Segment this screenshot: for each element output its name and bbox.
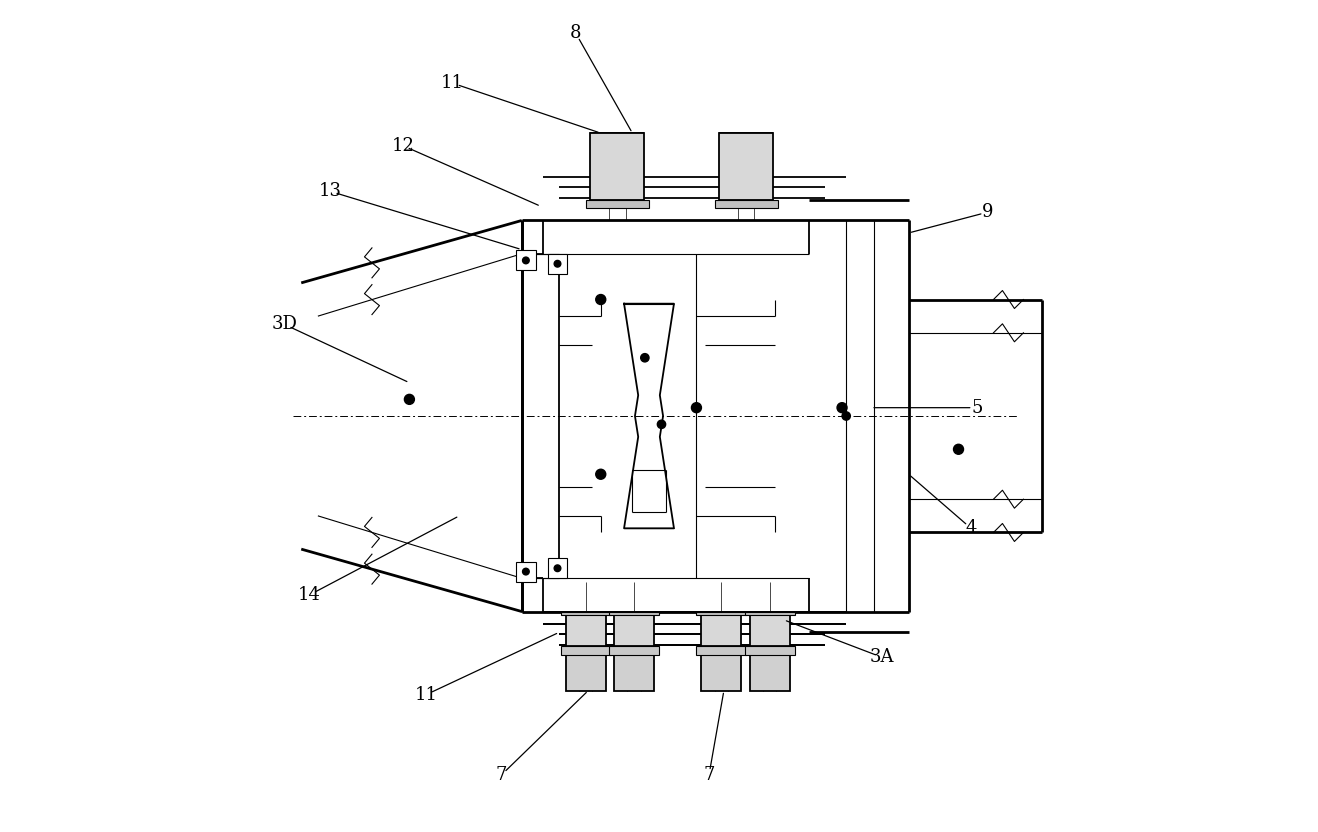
- Circle shape: [522, 257, 530, 264]
- Circle shape: [596, 295, 606, 305]
- Circle shape: [842, 412, 850, 420]
- Bar: [565, 655, 606, 691]
- Bar: [609, 612, 659, 616]
- Bar: [547, 558, 568, 578]
- Text: 7: 7: [496, 766, 506, 785]
- Text: 7: 7: [704, 766, 714, 785]
- Circle shape: [692, 403, 701, 413]
- Text: 14: 14: [298, 586, 322, 604]
- Bar: [745, 646, 795, 655]
- Bar: [561, 612, 610, 616]
- Bar: [750, 616, 789, 646]
- Text: 9: 9: [982, 203, 994, 221]
- Bar: [547, 254, 568, 274]
- Circle shape: [405, 394, 414, 404]
- Bar: [515, 250, 536, 270]
- Bar: [696, 646, 746, 655]
- Bar: [590, 133, 645, 200]
- Bar: [561, 646, 610, 655]
- Text: 8: 8: [571, 24, 581, 42]
- Text: 13: 13: [319, 182, 341, 201]
- Circle shape: [522, 568, 530, 575]
- Bar: [720, 133, 774, 200]
- Bar: [565, 616, 606, 646]
- Circle shape: [658, 420, 666, 428]
- Text: 4: 4: [965, 519, 977, 537]
- Text: 12: 12: [391, 136, 414, 155]
- Bar: [696, 612, 746, 616]
- Circle shape: [554, 260, 561, 267]
- Bar: [745, 612, 795, 616]
- Circle shape: [596, 469, 606, 479]
- Text: 3D: 3D: [272, 315, 298, 334]
- Bar: [515, 562, 536, 582]
- Bar: [614, 655, 654, 691]
- Circle shape: [953, 444, 963, 454]
- Bar: [716, 200, 778, 208]
- Text: 5: 5: [971, 399, 982, 417]
- Circle shape: [641, 354, 648, 362]
- Bar: [587, 200, 648, 208]
- Bar: [614, 616, 654, 646]
- Bar: [701, 655, 741, 691]
- Bar: [701, 616, 741, 646]
- Text: 3A: 3A: [870, 648, 894, 666]
- Text: 11: 11: [442, 74, 464, 92]
- Bar: [609, 646, 659, 655]
- Circle shape: [837, 403, 847, 413]
- Circle shape: [554, 565, 561, 572]
- Bar: [750, 655, 789, 691]
- Text: 11: 11: [415, 686, 438, 704]
